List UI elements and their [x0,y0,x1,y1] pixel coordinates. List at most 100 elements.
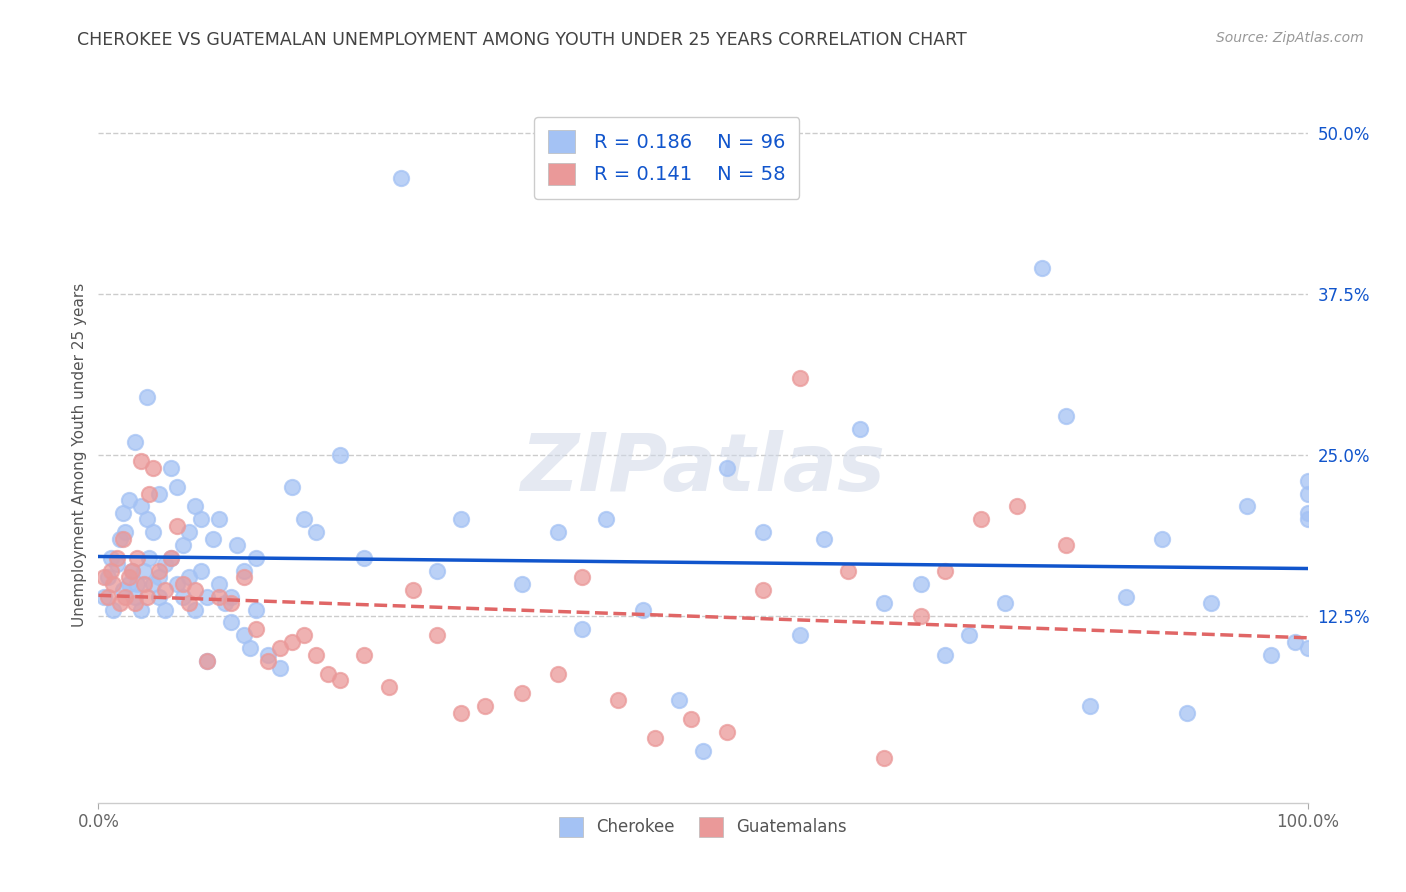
Point [644,731,666,746]
Point [510,576,533,591]
Point [1078,699,1101,714]
Point [1260,648,1282,662]
Point [160,460,183,475]
Point [142,576,165,591]
Point [124,590,146,604]
Point [214,596,236,610]
Point [129,454,152,468]
Point [138,486,160,500]
Point [118,576,141,591]
Point [316,667,339,681]
Point [208,590,231,604]
Point [134,576,156,591]
Point [226,538,249,552]
Point [631,602,654,616]
Point [195,654,218,668]
Point [179,570,201,584]
Point [245,622,267,636]
Point [1284,634,1306,648]
Point [934,564,956,578]
Point [873,596,896,610]
Point [607,692,630,706]
Point [208,512,231,526]
Point [208,576,231,591]
Point [377,680,399,694]
Point [837,564,859,578]
Point [305,648,328,662]
Point [269,641,291,656]
Point [329,673,352,688]
Point [292,628,315,642]
Point [221,596,243,610]
Point [124,596,146,610]
Point [1054,409,1077,424]
Point [547,525,569,540]
Point [153,583,176,598]
Point [752,583,775,598]
Point [121,564,143,578]
Point [232,570,254,584]
Point [190,512,212,526]
Point [127,576,149,591]
Point [111,583,134,598]
Point [148,486,170,500]
Point [101,602,124,616]
Point [934,648,956,662]
Point [166,480,188,494]
Point [195,590,218,604]
Point [910,576,932,591]
Point [292,512,315,526]
Point [93,590,115,604]
Point [873,750,896,764]
Point [184,500,207,514]
Point [108,596,131,610]
Point [184,602,207,616]
Point [571,570,593,584]
Point [1007,500,1029,514]
Point [353,551,375,566]
Point [114,525,136,540]
Point [256,654,278,668]
Point [1296,486,1319,500]
Point [1054,538,1077,552]
Point [172,590,194,604]
Point [1236,500,1258,514]
Point [179,596,201,610]
Point [184,583,207,598]
Point [105,558,128,572]
Point [195,654,218,668]
Point [101,576,124,591]
Point [142,460,165,475]
Point [679,712,702,726]
Point [716,460,738,475]
Point [510,686,533,700]
Point [239,641,262,656]
Point [142,525,165,540]
Point [957,628,980,642]
Point [148,570,170,584]
Point [179,525,201,540]
Point [127,551,149,566]
Point [474,699,496,714]
Point [547,667,569,681]
Point [450,706,472,720]
Point [752,525,775,540]
Point [426,628,449,642]
Point [118,493,141,508]
Point [281,634,304,648]
Point [135,390,157,404]
Point [135,590,157,604]
Point [692,744,714,758]
Point [97,590,120,604]
Point [1296,506,1319,520]
Point [190,564,212,578]
Point [571,622,593,636]
Point [813,532,835,546]
Point [1152,532,1174,546]
Point [148,564,170,578]
Point [1296,641,1319,656]
Point [160,551,183,566]
Point [970,512,993,526]
Point [450,512,472,526]
Point [172,538,194,552]
